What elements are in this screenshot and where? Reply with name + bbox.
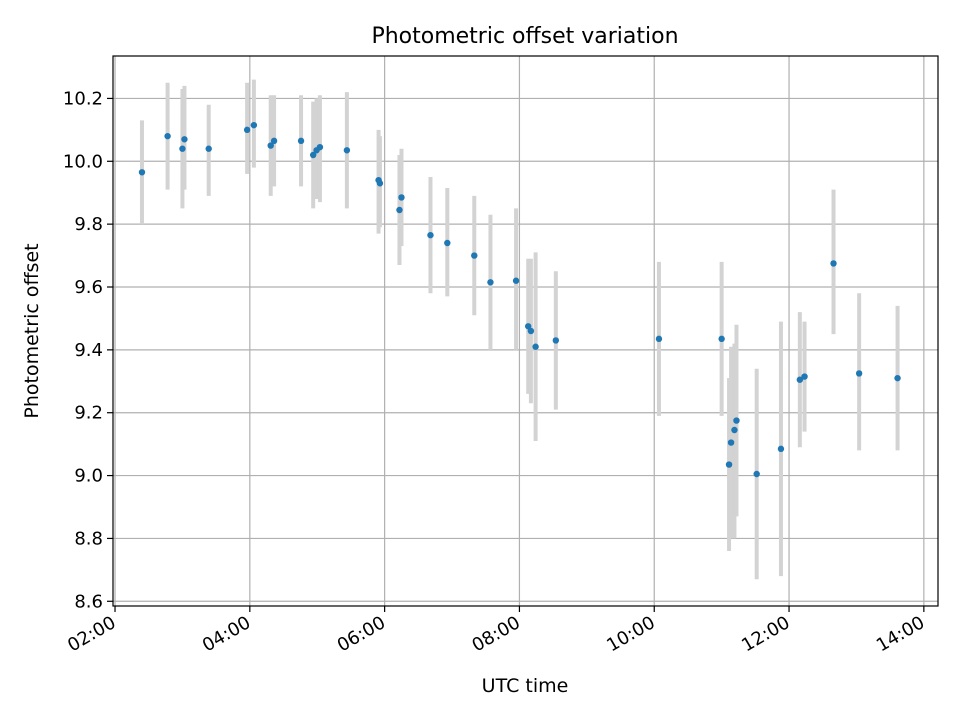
data-point — [376, 180, 384, 187]
data-point — [487, 279, 494, 286]
axes-frame — [112, 55, 939, 607]
chart-title: Photometric offset variation — [371, 24, 678, 49]
data-point — [777, 445, 785, 453]
data-point — [138, 169, 146, 176]
data-point — [801, 373, 808, 380]
grid-lines — [113, 56, 938, 606]
data-point — [532, 343, 539, 350]
data-point — [655, 335, 663, 343]
data-point — [179, 145, 186, 152]
y-tick-label: 9.2 — [74, 403, 103, 424]
data-point — [524, 323, 532, 330]
data-point — [297, 137, 305, 145]
data-point — [552, 337, 560, 344]
data-point — [396, 206, 403, 214]
y-tick-label: 9.6 — [74, 277, 103, 298]
data-point — [471, 252, 478, 259]
data-point — [731, 426, 738, 434]
data-point — [894, 374, 901, 382]
y-tick-label: 9.8 — [74, 214, 103, 235]
x-axis-label: UTC time — [482, 675, 569, 697]
data-point — [398, 194, 405, 201]
data-point — [164, 132, 171, 140]
data-point — [725, 461, 733, 468]
data-point — [343, 147, 351, 154]
data-point — [512, 277, 520, 284]
data-point — [427, 231, 434, 239]
data-point — [527, 327, 535, 335]
data-point — [267, 142, 274, 149]
data-point — [181, 136, 188, 143]
data-point — [855, 370, 863, 377]
data-point — [727, 439, 735, 446]
data-point — [243, 126, 251, 134]
data-point — [753, 470, 760, 478]
data-point — [316, 143, 324, 151]
data-point — [270, 137, 278, 145]
data-point — [718, 335, 725, 343]
data-points — [138, 121, 901, 478]
y-axis-label: Photometric offset — [21, 243, 43, 418]
y-axis-ticks: 8.6 8.8 9.0 9.2 9.4 9.6 9.8 10.0 10.2 — [63, 88, 113, 612]
y-tick-label: 9.4 — [74, 340, 103, 361]
y-tick-label: 8.6 — [74, 591, 103, 612]
data-point — [205, 145, 212, 152]
data-point — [796, 376, 804, 383]
data-point — [444, 239, 451, 247]
y-tick-label: 10.2 — [63, 88, 103, 109]
y-tick-label: 9.0 — [74, 466, 103, 487]
data-point — [250, 121, 258, 129]
y-tick-label: 8.8 — [74, 528, 103, 549]
data-point — [309, 151, 317, 159]
data-point — [733, 417, 740, 424]
y-tick-label: 10.0 — [63, 151, 103, 172]
data-point — [830, 260, 837, 267]
